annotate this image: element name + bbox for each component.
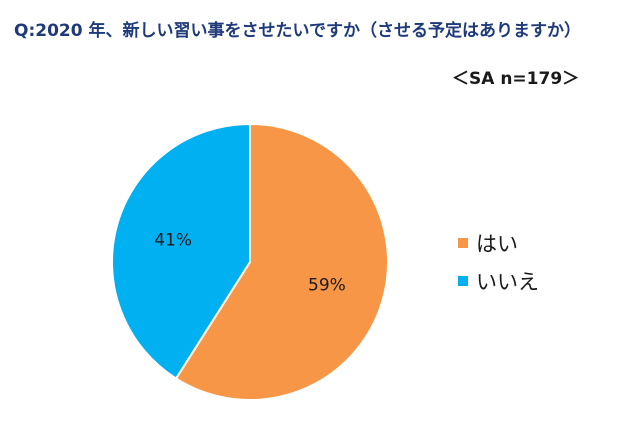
legend-swatch-yes [458,238,468,248]
chart-title: Q:2020 年、新しい習い事をさせたいですか（させる予定はありますか） [14,21,581,41]
legend-swatch-no [458,276,468,286]
chart-subtitle: ＜SA n=179＞ [452,69,580,89]
pie-slice-no [111,122,251,380]
pie-slice-yes [174,122,389,401]
legend-label-no: いいえ [476,270,539,294]
pie-data-label-no: 41% [154,231,192,251]
pie-data-label-yes: 59% [308,275,346,295]
legend-item-no: いいえ [458,266,539,296]
legend-item-yes: はい [458,228,539,258]
legend-label-yes: はい [476,232,518,256]
chart-legend: はい いいえ [458,228,539,304]
